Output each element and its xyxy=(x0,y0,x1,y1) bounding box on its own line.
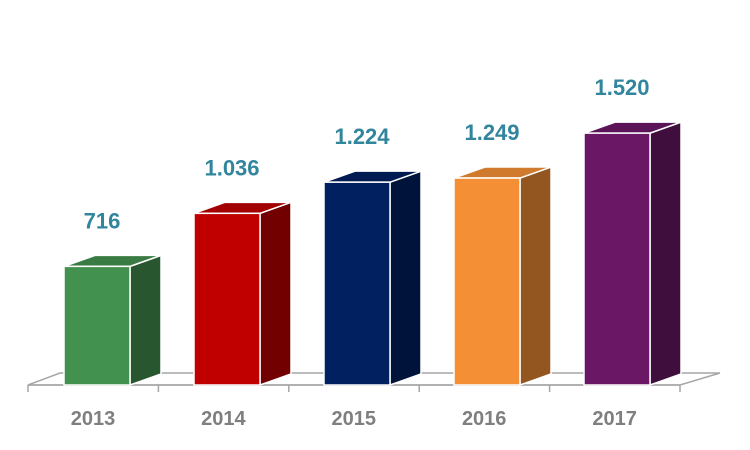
x-tick-label-2015: 2015 xyxy=(332,408,377,430)
bar-side-face xyxy=(129,254,162,387)
bar-side-face xyxy=(649,121,682,387)
data-label-2014: 1.036 xyxy=(204,155,259,180)
bar-2017 xyxy=(583,121,682,387)
bar-side-face xyxy=(259,201,292,387)
bar-2015 xyxy=(323,170,422,387)
x-tick-label-2016: 2016 xyxy=(462,408,507,430)
bar-2013 xyxy=(63,254,162,387)
bars-group xyxy=(63,121,682,387)
x-tick-label-2014: 2014 xyxy=(201,408,246,430)
x-tick-label-2013: 2013 xyxy=(71,408,116,430)
bar-2014 xyxy=(193,201,292,387)
bar-side-face xyxy=(389,170,422,387)
bar-front-face xyxy=(63,265,131,386)
bar-front-face xyxy=(323,181,391,386)
x-axis-tick-labels: 2013 2014 2015 2016 2017 xyxy=(71,408,637,430)
bar-front-face xyxy=(193,212,261,386)
data-label-2015: 1.224 xyxy=(334,124,390,149)
bar-2016 xyxy=(453,165,552,387)
value-labels-group: 716 1.036 1.224 1.249 1.520 xyxy=(84,75,650,233)
data-label-2016: 1.249 xyxy=(464,120,519,145)
bar-front-face xyxy=(453,177,521,386)
bar-front-face xyxy=(583,132,651,386)
bar-side-face xyxy=(519,165,552,387)
data-label-2017: 1.520 xyxy=(594,75,649,100)
data-label-2013: 716 xyxy=(84,208,121,233)
x-tick-label-2017: 2017 xyxy=(592,408,637,430)
